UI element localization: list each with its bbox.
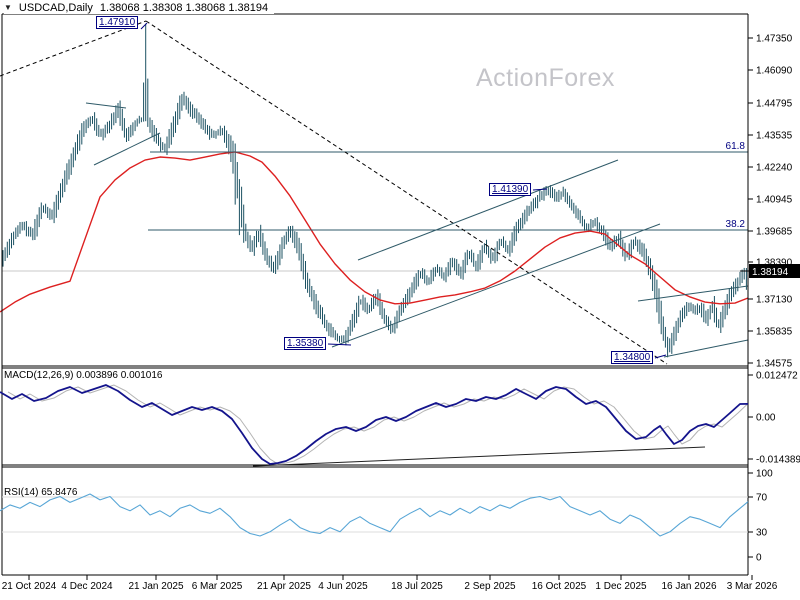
price-axis-label: 1.35835 (756, 327, 793, 338)
date-axis-label: 4 Jun 2025 (318, 581, 368, 592)
macd-axis-label: 0.00 (756, 413, 776, 424)
rsi-axis-label: 30 (756, 528, 768, 539)
trendline[interactable] (331, 223, 661, 348)
price-annotation-label[interactable]: 1.35380 (284, 337, 327, 350)
trendline[interactable] (85, 102, 127, 109)
date-axis-label: 3 Mar 2026 (727, 581, 778, 592)
actionforex-watermark: ActionForex (476, 64, 615, 92)
price-annotation-connector (140, 22, 148, 30)
price-axis-label: 1.44795 (756, 99, 793, 110)
fib-level-label: 61.8 (726, 141, 746, 152)
date-axis-label: 21 Jan 2025 (128, 581, 183, 592)
price-annotation-connector (327, 343, 352, 346)
date-axis-label: 16 Oct 2025 (532, 581, 587, 592)
price-annotation-label[interactable]: 1.41390 (489, 183, 532, 196)
price-annotation-label[interactable]: 1.47910 (96, 16, 139, 29)
current-price-label: 1.38194 (752, 267, 789, 278)
rsi-axis-label: 100 (756, 469, 773, 480)
price-annotation-label[interactable]: 1.34800 (611, 351, 654, 364)
date-axis-label: 18 Jul 2025 (391, 581, 443, 592)
candlestick-series[interactable] (2, 23, 747, 358)
price-axis-label: 1.43535 (756, 131, 793, 142)
rsi-line (0, 493, 749, 537)
current-price-box (749, 264, 800, 278)
date-axis-label: 6 Mar 2025 (192, 581, 243, 592)
trendline[interactable] (357, 159, 619, 261)
price-annotation-connector (532, 188, 548, 191)
macd-axis-label: -0.014389 (756, 455, 800, 466)
macd-indicator-label: MACD(12,26,9) 0.003896 0.001016 (4, 370, 163, 381)
price-axis-label: 1.34575 (756, 359, 793, 370)
macd-signal-line (7, 384, 748, 465)
fib-level-label: 38.2 (726, 219, 746, 230)
date-axis-label: 21 Oct 2024 (2, 581, 57, 592)
date-axis-label: 16 Jan 2026 (661, 581, 716, 592)
trendline[interactable] (145, 20, 668, 365)
rsi-indicator-label: RSI(14) 65.8476 (4, 487, 78, 498)
price-axis-label: 1.42240 (756, 163, 793, 174)
price-axis-label: 1.37130 (756, 295, 793, 306)
trendline[interactable] (0, 20, 147, 77)
macd-axis-label: 0.012472 (756, 371, 798, 382)
price-annotation-connector (654, 354, 667, 359)
date-axis-label: 21 Apr 2025 (257, 581, 311, 592)
price-axis-label: 1.46090 (756, 66, 793, 77)
chart-titlebar: ▼ USDCAD,Daily 1.38068 1.38308 1.38068 1… (4, 1, 275, 14)
rsi-axis-label: 0 (756, 553, 762, 564)
price-axis-label: 1.40945 (756, 195, 793, 206)
date-axis-label: 2 Sep 2025 (464, 581, 516, 592)
macd-trendline[interactable] (252, 446, 706, 467)
trendline[interactable] (663, 339, 749, 358)
macd-main-line (0, 384, 749, 465)
symbol-name: USDCAD,Daily (18, 1, 93, 14)
price-axis-label: 1.38390 (756, 258, 793, 269)
trendline[interactable] (93, 132, 161, 166)
date-axis-label: 4 Dec 2024 (61, 581, 113, 592)
date-axis-label: 1 Dec 2025 (595, 581, 647, 592)
trendline[interactable] (637, 285, 749, 302)
price-axis-label: 1.47350 (756, 34, 793, 45)
symbol-dropdown-icon[interactable]: ▼ (4, 2, 12, 12)
rsi-axis-label: 70 (756, 493, 768, 504)
price-axis-label: 1.39685 (756, 227, 793, 238)
ohlc-values: 1.38068 1.38308 1.38068 1.38194 (99, 1, 269, 14)
moving-average-line (0, 151, 749, 313)
